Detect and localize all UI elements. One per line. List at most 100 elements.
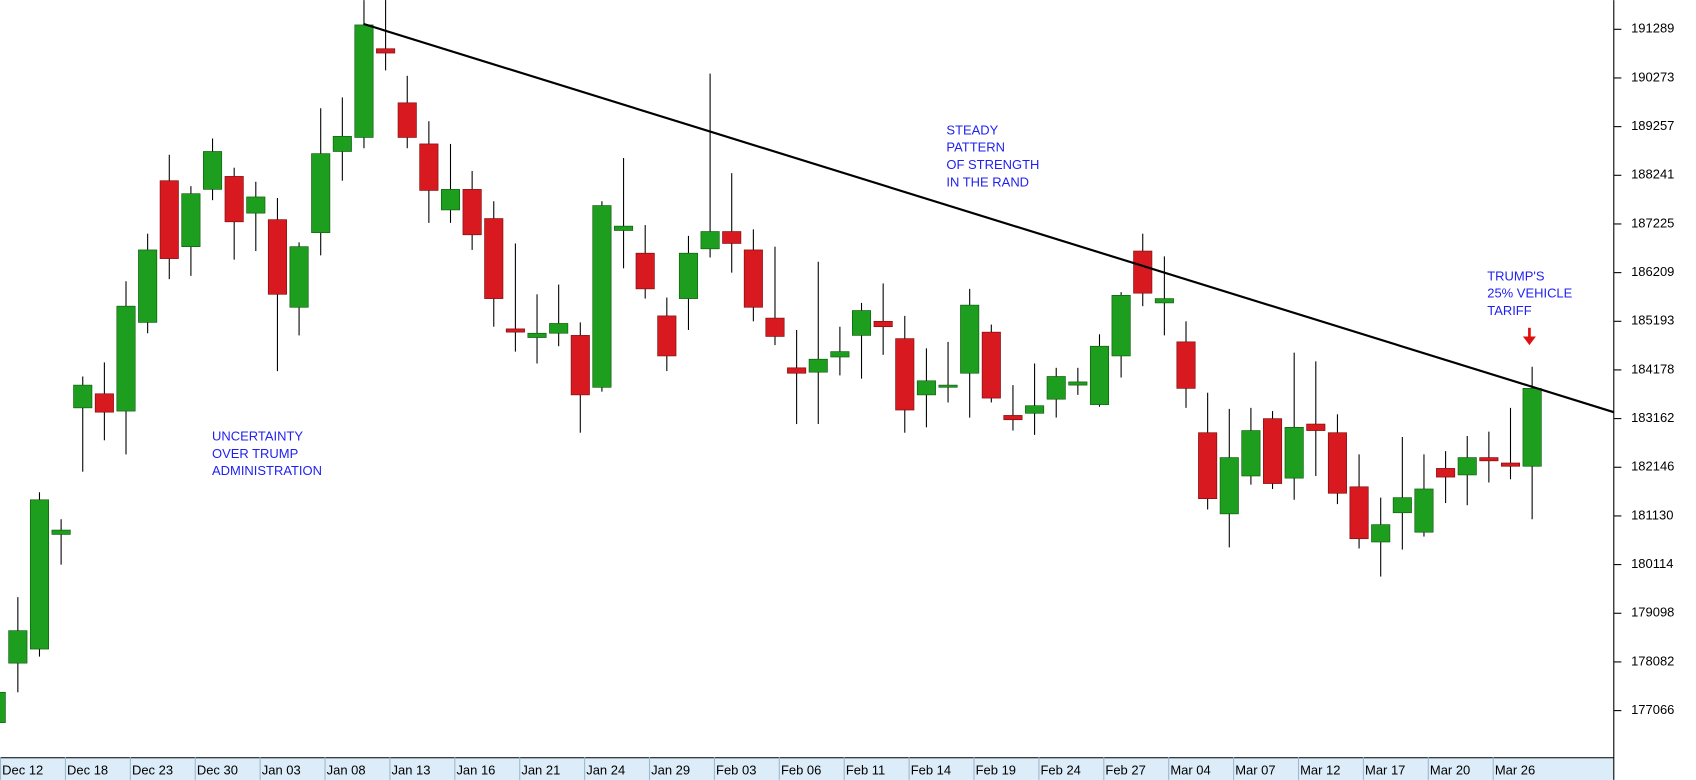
candle-body [570,335,590,396]
y-tick-label: 186209 [1631,264,1674,279]
candle-body [246,196,266,214]
candle-body [938,384,958,388]
candle-body [722,231,742,244]
candle-body [1522,388,1542,467]
candle-body [354,24,374,138]
x-tick-label: Jan 08 [327,763,366,778]
candle-body [376,48,396,54]
annotation: OVER TRUMP [212,446,298,461]
x-tick-label: Mar 20 [1430,763,1470,778]
candle-body [73,384,93,409]
candle-body [1219,457,1239,515]
candle-body [1111,295,1131,357]
x-tick-label: Feb 24 [1041,763,1081,778]
y-tick-label: 184178 [1631,361,1674,376]
annotation: PATTERN [946,140,1005,155]
candle-body [484,218,504,299]
x-tick-label: Mar 07 [1235,763,1275,778]
x-tick-label: Feb 14 [911,763,951,778]
y-tick-label: 180114 [1631,556,1673,571]
candle-body [765,317,785,337]
candle-body [505,328,525,333]
candle-body [1198,432,1218,500]
candle-body [332,136,352,152]
candle-body [0,691,6,723]
candle-body [830,351,850,358]
y-tick-label: 190273 [1631,69,1674,84]
candle-body [1306,423,1326,431]
candle-body [981,331,1001,399]
y-tick-label: 178082 [1631,653,1674,668]
y-tick-label: 189257 [1631,118,1674,133]
candle-body [1241,430,1261,477]
x-tick-label: Feb 19 [976,763,1016,778]
y-tick-label: 191289 [1631,21,1674,36]
candle-body [1500,462,1521,467]
candle-body [29,499,49,650]
candle-body [1263,418,1283,484]
candle-body [116,305,136,412]
annotation: STEADY [946,122,998,137]
tariff-arrow [1522,327,1536,346]
x-tick-label: Jan 16 [456,763,495,778]
x-tick-label: Dec 18 [67,763,108,778]
candle-body [203,151,223,190]
x-tick-label: Mar 04 [1170,763,1210,778]
candle-body [808,358,828,373]
candle-body [1025,405,1045,414]
annotation: IN THE RAND [946,174,1029,189]
x-tick-label: Dec 30 [197,763,238,778]
candle-body [159,180,179,259]
candle-body [1349,486,1369,540]
x-tick-label: Mar 17 [1365,763,1405,778]
trend-line [363,22,1615,414]
candle-body [916,380,936,396]
candle-body [1371,524,1391,543]
annotation: UNCERTAINTY [212,428,303,443]
candle-body [1046,376,1066,400]
candle-body [94,393,114,413]
candle-body [267,219,287,295]
x-tick-label: Feb 03 [716,763,756,778]
candle-body [8,630,28,664]
candle-body [397,102,417,138]
candles [0,0,1542,723]
candle-body [1392,497,1412,514]
x-tick-label: Mar 26 [1495,763,1535,778]
candle-body [787,367,807,374]
x-tick-label: Dec 23 [132,763,173,778]
candle-body [1327,432,1347,494]
candle-body [419,143,439,191]
candle-body [895,338,915,411]
candle-body [1457,457,1477,476]
x-tick-label: Mar 12 [1300,763,1340,778]
x-tick-label: Jan 29 [651,763,690,778]
x-tick-label: Jan 24 [586,763,625,778]
candle-body [743,249,763,308]
x-tick-label: Jan 13 [392,763,431,778]
candle-body [678,252,698,299]
x-tick-label: Feb 06 [781,763,821,778]
x-tick-label: Feb 11 [846,763,885,778]
y-tick-label: 179098 [1631,605,1674,620]
candle-body [635,252,655,290]
y-tick-label: 177066 [1631,702,1674,717]
annotation: 25% VEHICLE [1487,286,1572,301]
y-tick-label: 183162 [1631,410,1674,425]
candle-body [614,225,634,231]
candle-body [311,153,331,233]
candle-body [289,246,309,308]
y-tick-label: 188241 [1631,167,1674,182]
annotation: ADMINISTRATION [212,463,322,478]
candle-body [1414,488,1434,533]
candle-body [1133,250,1153,294]
candle-body [1436,468,1456,478]
candle-body [700,231,720,250]
x-tick-label: Jan 03 [262,763,301,778]
candle-body [1003,415,1023,421]
candle-body [224,176,244,223]
y-tick-label: 185193 [1631,313,1674,328]
candle-body [1284,426,1304,479]
